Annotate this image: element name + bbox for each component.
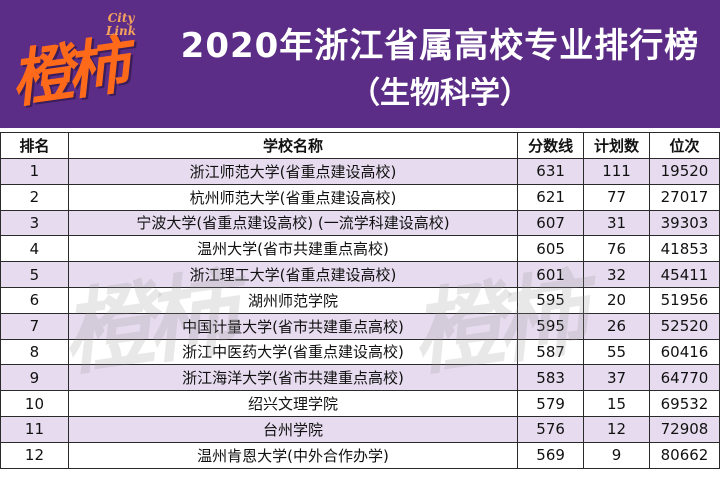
cell-position: 72908 — [648, 415, 720, 443]
page-title: 2020年浙江省属高校专业排行榜 — [180, 26, 700, 66]
cell-rank: 3 — [0, 209, 69, 237]
cell-position: 39303 — [648, 209, 720, 237]
cell-position: 64770 — [648, 364, 720, 392]
cell-school: 宁波大学(省重点建设高校) (一流学科建设高校) — [67, 209, 519, 237]
cell-rank: 9 — [0, 364, 69, 392]
table-body: 1 浙江师范大学(省重点建设高校) 631 111 19520 2 杭州师范大学(省重点建设… — [0, 158, 720, 469]
logo-subtext: City Link — [106, 12, 136, 38]
cell-plan: 32 — [583, 261, 650, 288]
table-row: 6 湖州师范学院 595 20 51956 — [0, 286, 720, 314]
cell-school: 浙江理工大学(省重点建设高校) — [67, 261, 519, 288]
header-banner: 橙柿 City Link 2020年浙江省属高校专业排行榜 （生物科学） — [0, 0, 720, 128]
cell-plan: 55 — [583, 338, 650, 366]
cell-rank: 10 — [0, 390, 69, 417]
cell-position: 19520 — [648, 158, 720, 185]
table-row: 12 温州肯恩大学(中外合作办学) 569 9 80662 — [0, 441, 720, 469]
cell-plan: 12 — [583, 415, 650, 443]
cell-school: 温州大学(省市共建重点高校) — [67, 235, 519, 263]
cell-score: 579 — [517, 390, 585, 417]
table-row: 2 杭州师范大学(省重点建设高校) 621 77 27017 — [0, 183, 720, 211]
cell-plan: 20 — [583, 286, 650, 314]
table-row: 10 绍兴文理学院 579 15 69532 — [0, 390, 720, 417]
cell-rank: 12 — [0, 441, 69, 469]
cell-rank: 5 — [0, 261, 69, 288]
cell-score: 607 — [517, 209, 585, 237]
cell-position: 51956 — [648, 286, 720, 314]
cell-school: 浙江中医药大学(省重点建设高校) — [67, 338, 519, 366]
cell-position: 60416 — [648, 338, 720, 366]
table-row: 3 宁波大学(省重点建设高校) (一流学科建设高校) 607 31 39303 — [0, 209, 720, 237]
column-header-position: 位次 — [648, 132, 720, 159]
table-row: 5 浙江理工大学(省重点建设高校) 601 32 45411 — [0, 261, 720, 288]
cell-plan: 26 — [583, 312, 650, 340]
cell-score: 601 — [517, 261, 585, 288]
cell-position: 69532 — [648, 390, 720, 417]
cell-score: 621 — [517, 183, 585, 211]
cell-rank: 7 — [0, 312, 69, 340]
cell-school: 温州肯恩大学(中外合作办学) — [67, 441, 519, 469]
cell-position: 41853 — [648, 235, 720, 263]
cell-plan: 77 — [583, 183, 650, 211]
cell-plan: 15 — [583, 390, 650, 417]
cell-school: 绍兴文理学院 — [67, 390, 519, 417]
cell-rank: 8 — [0, 338, 69, 366]
cell-score: 576 — [517, 415, 585, 443]
cell-rank: 2 — [0, 183, 69, 211]
cell-plan: 9 — [583, 441, 650, 469]
logo-sub-line1: City — [107, 11, 135, 25]
logo-sub-line2: Link — [106, 24, 137, 38]
cell-plan: 111 — [583, 158, 650, 185]
cell-score: 587 — [517, 338, 585, 366]
column-header-school: 学校名称 — [67, 132, 519, 159]
cell-plan: 37 — [583, 364, 650, 392]
cell-school: 湖州师范学院 — [67, 286, 519, 314]
cell-school: 浙江师范大学(省重点建设高校) — [67, 158, 519, 185]
cell-plan: 31 — [583, 209, 650, 237]
cell-score: 595 — [517, 312, 585, 340]
ranking-table: 排名 学校名称 分数线 计划数 位次 1 浙江师范大学(省重点建设高校) 631 11… — [0, 132, 720, 469]
cell-score: 569 — [517, 441, 585, 469]
cell-rank: 6 — [0, 286, 69, 314]
cell-plan: 76 — [583, 235, 650, 263]
table-row: 9 浙江海洋大学(省市共建重点高校) 583 37 64770 — [0, 364, 720, 392]
cell-position: 45411 — [648, 261, 720, 288]
cell-school: 浙江海洋大学(省市共建重点高校) — [67, 364, 519, 392]
column-header-score: 分数线 — [517, 132, 585, 159]
page-subtitle: （生物科学） — [350, 76, 530, 111]
cell-position: 52520 — [648, 312, 720, 340]
table-header-row: 排名 学校名称 分数线 计划数 位次 — [0, 132, 720, 159]
table-row: 11 台州学院 576 12 72908 — [0, 415, 720, 443]
cell-rank: 4 — [0, 235, 69, 263]
cell-position: 27017 — [648, 183, 720, 211]
citylink-logo: 橙柿 City Link — [6, 8, 160, 120]
column-header-rank: 排名 — [0, 132, 69, 159]
table-row: 7 中国计量大学(省市共建重点高校) 595 26 52520 — [0, 312, 720, 340]
cell-score: 583 — [517, 364, 585, 392]
cell-score: 605 — [517, 235, 585, 263]
table-row: 1 浙江师范大学(省重点建设高校) 631 111 19520 — [0, 158, 720, 185]
table-row: 4 温州大学(省市共建重点高校) 605 76 41853 — [0, 235, 720, 263]
cell-school: 台州学院 — [67, 415, 519, 443]
cell-rank: 1 — [0, 158, 69, 185]
cell-score: 631 — [517, 158, 585, 185]
cell-school: 杭州师范大学(省重点建设高校) — [67, 183, 519, 211]
cell-rank: 11 — [0, 415, 69, 443]
cell-school: 中国计量大学(省市共建重点高校) — [67, 312, 519, 340]
cell-position: 80662 — [648, 441, 720, 469]
cell-score: 595 — [517, 286, 585, 314]
table-row: 8 浙江中医药大学(省重点建设高校) 587 55 60416 — [0, 338, 720, 366]
column-header-plan: 计划数 — [583, 132, 650, 159]
